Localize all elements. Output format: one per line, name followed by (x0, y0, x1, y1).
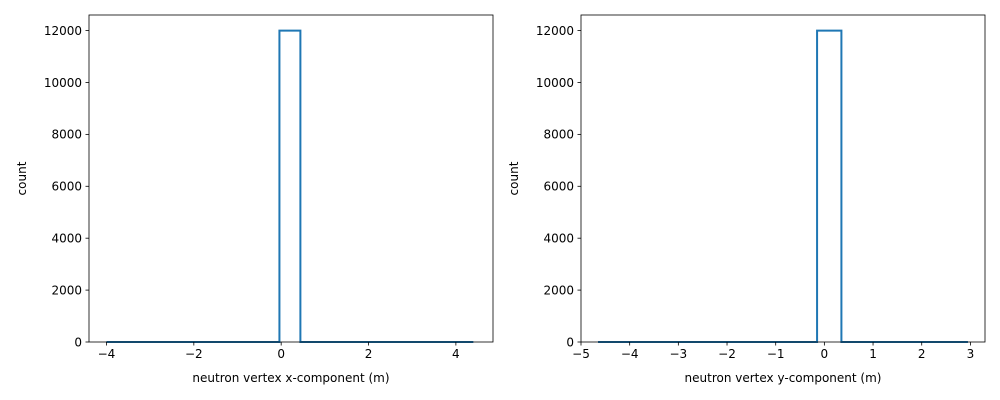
right-x-tick-label: 3 (967, 347, 975, 361)
left-y-tick-label: 0 (74, 335, 82, 349)
right-x-axis-ticks: −5 −4 −3 −2 −1 0 1 2 3 (572, 342, 974, 361)
left-y-axis-label: count (15, 161, 29, 195)
left-y-tick-label: 10000 (44, 76, 82, 90)
left-x-tick-label: 0 (277, 347, 285, 361)
right-x-tick-label: 1 (869, 347, 877, 361)
left-y-axis-ticks: 0 2000 4000 6000 8000 10000 12000 (44, 24, 89, 349)
right-plot-frame (580, 14, 986, 343)
left-histogram-panel: −4 −2 0 2 4 0 2000 4000 6000 8000 10000 12000 neut… (15, 14, 494, 385)
left-y-tick-label: 2000 (51, 283, 82, 297)
left-x-tick-label: 4 (452, 347, 460, 361)
left-plot-frame (88, 14, 494, 343)
right-y-tick-label: 8000 (543, 128, 574, 142)
right-x-tick-label: 0 (821, 347, 829, 361)
right-x-tick-label: 2 (918, 347, 926, 361)
right-x-tick-label: −4 (621, 347, 639, 361)
right-x-tick-label: −3 (669, 347, 687, 361)
right-x-axis-label: neutron vertex y-component (m) (685, 371, 882, 385)
left-x-tick-label: −2 (185, 347, 203, 361)
left-y-tick-label: 12000 (44, 24, 82, 38)
right-y-tick-label: 0 (566, 335, 574, 349)
left-y-tick-label: 4000 (51, 231, 82, 245)
left-y-tick-label: 8000 (51, 128, 82, 142)
right-x-tick-label: −5 (572, 347, 590, 361)
right-histogram-panel: −5 −4 −3 −2 −1 0 1 2 3 0 2000 4000 6000 8000 10000 120… (507, 14, 986, 385)
left-x-tick-label: −4 (98, 347, 116, 361)
right-y-axis-label: count (507, 161, 521, 195)
right-y-tick-label: 10000 (536, 76, 574, 90)
right-x-tick-label: −2 (718, 347, 736, 361)
left-x-axis-label: neutron vertex x-component (m) (192, 371, 389, 385)
left-x-axis-ticks: −4 −2 0 2 4 (98, 342, 460, 361)
right-y-tick-label: 4000 (543, 231, 574, 245)
right-y-tick-label: 12000 (536, 24, 574, 38)
left-y-tick-label: 6000 (51, 180, 82, 194)
right-y-axis-ticks: 0 2000 4000 6000 8000 10000 12000 (536, 24, 581, 349)
right-x-tick-label: −1 (767, 347, 785, 361)
right-y-tick-label: 6000 (543, 180, 574, 194)
right-y-tick-label: 2000 (543, 283, 574, 297)
left-x-tick-label: 2 (365, 347, 373, 361)
